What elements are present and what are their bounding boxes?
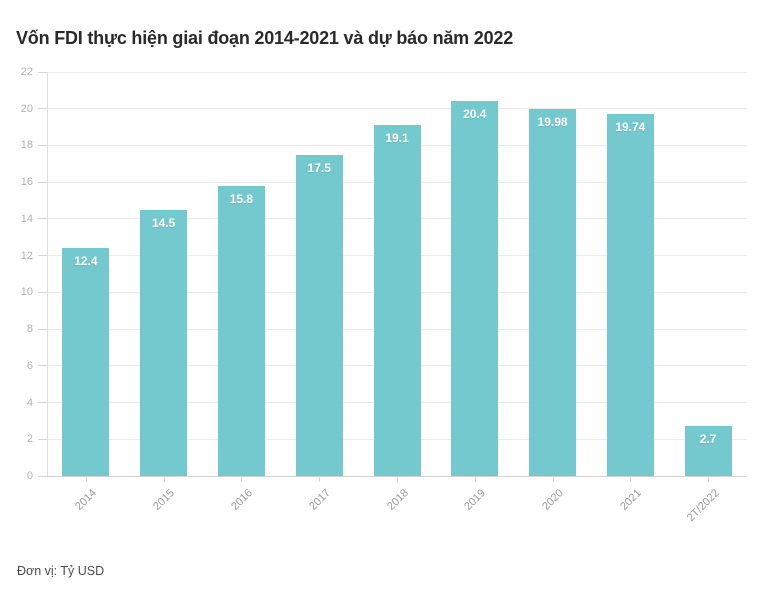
y-axis-tick-label: 2 xyxy=(26,433,33,446)
y-axis-tick xyxy=(38,255,47,257)
unit-note: Đơn vị: Tỷ USD xyxy=(17,564,105,578)
y-axis-tick-label: 18 xyxy=(20,139,33,152)
x-axis-tick-label: 2021 xyxy=(618,487,644,513)
x-axis-tick-label: 2016 xyxy=(229,487,255,513)
x-axis-tick xyxy=(552,477,554,482)
y-axis-tick xyxy=(38,328,47,330)
bar: 19.74 xyxy=(606,113,654,476)
bar: 12.4 xyxy=(62,248,110,476)
x-axis-tick-label: 2018 xyxy=(384,487,411,513)
bar: 15.8 xyxy=(217,185,265,476)
bar: 20.4 xyxy=(451,101,499,476)
x-axis-tick xyxy=(474,477,476,482)
x-axis-tick xyxy=(241,477,243,482)
y-axis-tick-label: 4 xyxy=(26,396,33,409)
y-axis-tick xyxy=(38,218,47,220)
x-axis-tick-label: 2019 xyxy=(462,487,489,513)
gridline xyxy=(47,71,747,73)
y-axis-tick xyxy=(38,291,47,293)
bar-value-label: 20.4 xyxy=(463,107,487,122)
bar-value-label: 19.74 xyxy=(615,119,646,134)
x-axis-tick-label: 2T/2022 xyxy=(684,487,722,525)
y-axis-tick xyxy=(38,475,47,477)
y-axis-tick xyxy=(38,108,47,110)
y-axis-tick-label: 10 xyxy=(20,286,33,299)
x-axis-line xyxy=(47,476,747,477)
y-axis-tick-label: 16 xyxy=(20,176,33,189)
y-axis-tick-label: 8 xyxy=(26,323,33,336)
y-axis-tick xyxy=(38,144,47,146)
x-axis-tick xyxy=(630,477,632,482)
x-axis-tick xyxy=(85,477,87,482)
y-axis-tick xyxy=(38,181,47,183)
bar-value-label: 12.4 xyxy=(74,254,98,269)
x-axis-tick xyxy=(708,477,710,482)
bar: 17.5 xyxy=(295,154,343,476)
y-axis-line xyxy=(47,72,48,476)
x-axis-tick xyxy=(163,477,165,482)
gridline xyxy=(47,108,747,110)
bar-value-label: 15.8 xyxy=(229,191,254,206)
chart-title: Vốn FDI thực hiện giai đoạn 2014-2021 và… xyxy=(16,28,514,48)
y-axis-tick xyxy=(38,365,47,367)
bar: 19.98 xyxy=(529,109,577,476)
y-axis-tick-label: 20 xyxy=(20,102,33,115)
x-axis-tick-label: 2015 xyxy=(151,487,178,513)
bar: 2.7 xyxy=(684,426,732,476)
bar: 19.1 xyxy=(373,125,421,476)
bar-value-label: 14.5 xyxy=(151,215,176,230)
y-axis-tick-label: 22 xyxy=(20,66,33,78)
bar-value-label: 19.98 xyxy=(537,115,568,130)
bar-value-label: 19.1 xyxy=(385,131,409,146)
y-axis-tick-label: 6 xyxy=(26,359,33,372)
y-axis-tick xyxy=(38,438,47,440)
bar-value-label: 2.7 xyxy=(699,432,717,447)
bar: 14.5 xyxy=(140,209,188,476)
y-axis-tick-label: 0 xyxy=(26,470,33,482)
x-axis-tick xyxy=(397,477,398,482)
y-axis-tick xyxy=(38,402,47,404)
bar-value-label: 17.5 xyxy=(307,160,331,175)
x-axis-tick-label: 2014 xyxy=(73,487,100,513)
y-axis-tick-label: 12 xyxy=(20,249,33,262)
x-axis-tick-label: 2020 xyxy=(540,487,567,513)
x-axis-tick-label: 2017 xyxy=(306,487,333,513)
y-axis-tick xyxy=(38,71,47,73)
y-axis-tick-label: 14 xyxy=(20,212,33,225)
x-axis-tick xyxy=(319,477,321,482)
